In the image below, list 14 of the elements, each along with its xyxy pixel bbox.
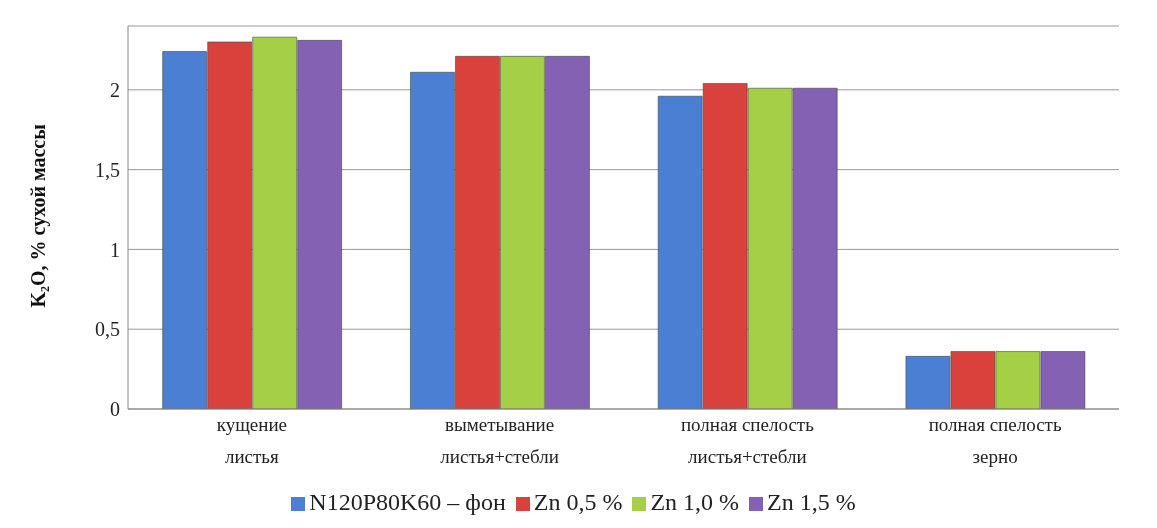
x-tick-label: кущение листья	[216, 414, 288, 467]
x-tick-label: выметывание листья+стебли	[440, 414, 559, 467]
x-tick-label: полная спелость зерно	[928, 414, 1062, 467]
y-axis-title: K₂O, % сухой массы	[27, 123, 51, 308]
legend-label: Zn 1,5 %	[767, 489, 856, 515]
legend-label: Zn 0,5 %	[533, 489, 623, 515]
y-tick-label: 2	[110, 78, 120, 101]
legend-label: Zn 1,0 %	[650, 489, 740, 515]
x-tick-label: полная спелость листья+стебли	[680, 414, 815, 467]
y-tick-label: 1,5	[95, 158, 120, 181]
legend-label: N120P80K60 – фон	[309, 489, 506, 515]
y-tick-label: 1	[110, 238, 120, 261]
y-tick-label: 0,5	[95, 318, 120, 341]
y-tick-label: 0	[110, 398, 120, 421]
